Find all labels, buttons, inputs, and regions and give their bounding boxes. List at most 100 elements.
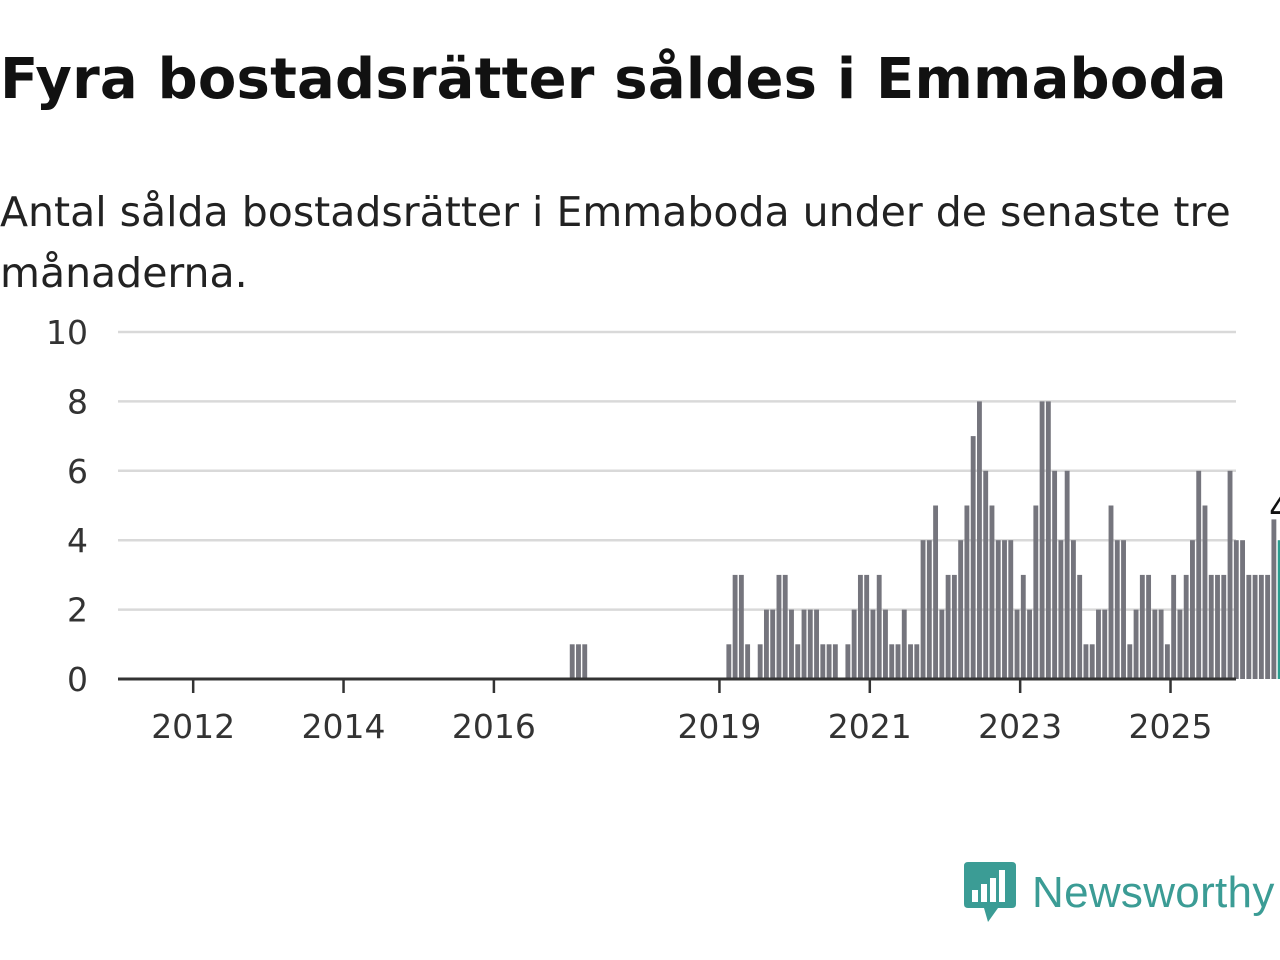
bar (820, 644, 826, 679)
bar (1164, 644, 1170, 679)
bar (795, 644, 801, 679)
bar (845, 644, 851, 679)
bar (1246, 574, 1252, 679)
bar-chart: 0 2 4 6 8 10 2012 2014 2016 2019 2021 2023 2025 4 (46, 313, 1280, 746)
bar (1077, 574, 1083, 679)
bar (832, 644, 838, 679)
bar (1221, 574, 1227, 679)
bar (889, 644, 895, 679)
bar (1227, 470, 1233, 679)
chart-title: Fyra bostadsrätter såldes i Emmaboda (0, 47, 1227, 112)
bar (757, 644, 763, 679)
bar (582, 644, 588, 679)
bar (1177, 609, 1183, 679)
bar (964, 505, 970, 679)
bar (1002, 540, 1007, 679)
bar (1196, 470, 1202, 679)
y-tick-label: 6 (67, 452, 88, 491)
bar (1070, 540, 1076, 679)
bar (1271, 519, 1277, 679)
bar (789, 609, 794, 679)
y-tick-label: 8 (67, 382, 88, 421)
bar (958, 540, 964, 679)
bar (951, 574, 957, 679)
x-tick-label: 2023 (978, 707, 1062, 746)
bar (895, 644, 901, 679)
bar (782, 574, 788, 679)
bar (864, 574, 870, 679)
y-tick-label: 2 (67, 591, 88, 630)
bar (1190, 540, 1195, 679)
newsworthy-chart-bubble-icon (964, 862, 1016, 922)
bar (1033, 505, 1039, 679)
bar (857, 574, 863, 679)
bar (726, 644, 732, 679)
bars (569, 401, 1280, 679)
y-axis-tick-labels: 0 2 4 6 8 10 (46, 313, 88, 699)
bar (1240, 540, 1245, 679)
bar (1014, 609, 1020, 679)
bar (926, 540, 932, 679)
x-axis-tick-labels: 2012 2014 2016 2019 2021 2023 2025 (151, 707, 1212, 746)
bar (970, 436, 976, 679)
bar (1146, 574, 1152, 679)
bar (1158, 609, 1164, 679)
chart-subtitle: Antal sålda bostadsrätter i Emmaboda und… (0, 188, 1231, 297)
y-tick-label: 10 (46, 313, 88, 352)
bar (814, 609, 819, 679)
bar (776, 574, 782, 679)
x-tick-label: 2014 (302, 707, 386, 746)
bar (1058, 540, 1064, 679)
bar (1083, 644, 1089, 679)
bar (870, 609, 876, 679)
bar (1039, 401, 1045, 679)
bar (1258, 574, 1264, 679)
x-tick-label: 2025 (1129, 707, 1213, 746)
bar (1114, 540, 1120, 679)
bar (1152, 609, 1158, 679)
bar (732, 574, 738, 679)
x-tick-label: 2021 (828, 707, 912, 746)
newsworthy-logo: Newsworthy (964, 862, 1275, 924)
x-tick-label: 2019 (677, 707, 761, 746)
bar (945, 574, 951, 679)
bar (801, 609, 807, 679)
bar (1045, 401, 1051, 679)
bar (1108, 505, 1114, 679)
bar (770, 609, 776, 679)
bar (1020, 574, 1026, 679)
y-tick-label: 0 (67, 660, 88, 699)
bar (1171, 574, 1177, 679)
bar (569, 644, 575, 679)
bar (933, 505, 939, 679)
bar (977, 401, 982, 679)
bar (876, 574, 882, 679)
bar (826, 644, 832, 679)
bar (914, 644, 920, 679)
bar (989, 505, 995, 679)
bar (1008, 540, 1014, 679)
x-tick-label: 2016 (452, 707, 536, 746)
bar (1052, 470, 1058, 679)
brand-name: Newsworthy (1032, 868, 1275, 917)
bar (1233, 540, 1239, 679)
bar (1027, 609, 1032, 679)
bar (939, 609, 945, 679)
annotations: 4 (1269, 489, 1280, 529)
bar (883, 609, 888, 679)
bar (807, 609, 813, 679)
bar (1183, 574, 1189, 679)
bar (576, 644, 581, 679)
bar (983, 470, 989, 679)
bar (851, 609, 857, 679)
bar-latest (1277, 540, 1280, 679)
bar (1121, 540, 1126, 679)
bar (1064, 470, 1070, 679)
bar (763, 609, 769, 679)
x-tick-label: 2012 (151, 707, 235, 746)
bar (1252, 574, 1258, 679)
bar (1133, 609, 1139, 679)
bar (1127, 644, 1133, 679)
bar (1089, 644, 1095, 679)
bar (1102, 609, 1108, 679)
